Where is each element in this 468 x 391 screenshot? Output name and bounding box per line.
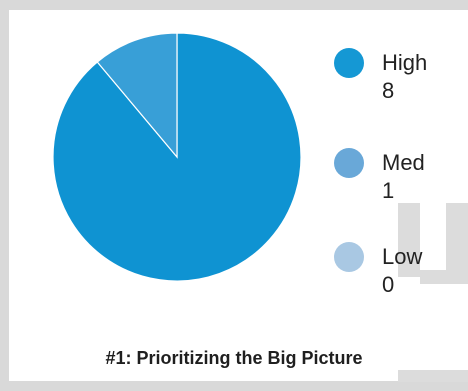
pie-slice-med — [96, 32, 178, 159]
legend-item-low: Low 0 — [334, 230, 464, 310]
chart-title: #1: Prioritizing the Big Picture — [105, 348, 363, 368]
legend-value-high: 8 — [382, 78, 395, 103]
legend-value-med: 1 — [382, 178, 395, 203]
legend-swatch-high — [334, 48, 364, 78]
legend-swatch-low — [334, 242, 364, 272]
legend-label-low: Low — [382, 244, 423, 269]
legend-label-med: Med — [382, 150, 425, 175]
legend-value-low: 0 — [382, 272, 395, 297]
pie-slices — [52, 32, 302, 282]
background-bar-bottom — [398, 370, 468, 382]
legend-label-high: High — [382, 50, 428, 75]
background-bar-right — [446, 203, 468, 277]
background-bar-vertical — [398, 203, 420, 277]
legend-item-med: Med 1 — [334, 136, 464, 216]
legend-item-high: High 8 — [334, 36, 464, 116]
legend-swatch-med — [334, 148, 364, 178]
